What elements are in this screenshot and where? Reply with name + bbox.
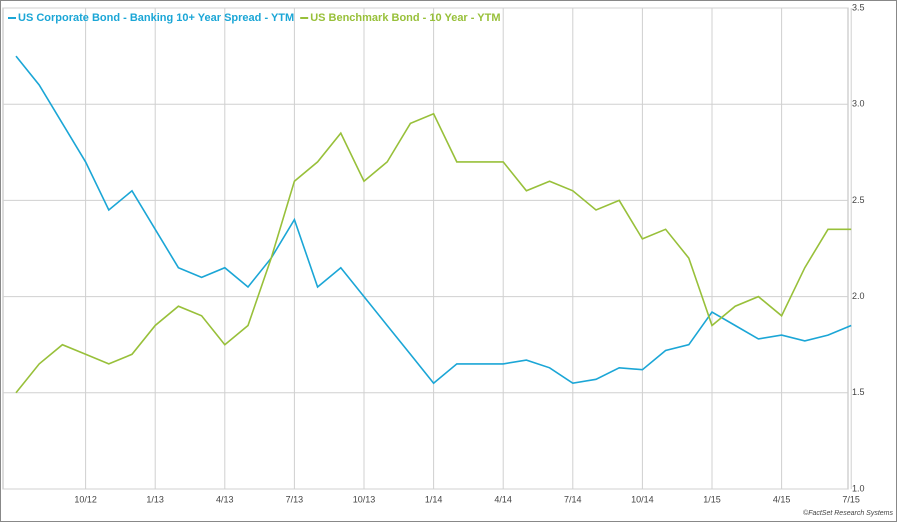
y-tick-label: 3.5 bbox=[852, 2, 865, 12]
y-tick-label: 1.5 bbox=[852, 387, 865, 397]
legend-label: US Benchmark Bond - 10 Year - YTM bbox=[310, 12, 500, 24]
legend-label: US Corporate Bond - Banking 10+ Year Spr… bbox=[18, 12, 294, 24]
credit: ©FactSet Research Systems bbox=[803, 509, 893, 517]
x-tick-label: 7/15 bbox=[842, 494, 860, 504]
series-line bbox=[15, 112, 852, 394]
x-tick-label: 1/15 bbox=[703, 494, 721, 504]
y-tick-label: 3.0 bbox=[852, 99, 865, 109]
x-tick-label: 1/13 bbox=[146, 494, 164, 504]
x-tick-label: 1/14 bbox=[425, 494, 443, 504]
x-tick-label: 10/14 bbox=[631, 494, 654, 504]
x-tick-label: 7/13 bbox=[286, 494, 304, 504]
x-tick-label: 4/13 bbox=[216, 494, 234, 504]
y-tick-label: 2.0 bbox=[852, 291, 865, 301]
series-line bbox=[15, 55, 852, 385]
y-tick-label: 1.0 bbox=[852, 483, 865, 493]
x-tick-label: 4/14 bbox=[494, 494, 512, 504]
x-tick-label: 7/14 bbox=[564, 494, 582, 504]
y-tick-label: 2.5 bbox=[852, 195, 865, 205]
x-tick-label: 10/12 bbox=[74, 494, 97, 504]
x-tick-label: 4/15 bbox=[773, 494, 791, 504]
x-tick-label: 10/13 bbox=[353, 494, 376, 504]
